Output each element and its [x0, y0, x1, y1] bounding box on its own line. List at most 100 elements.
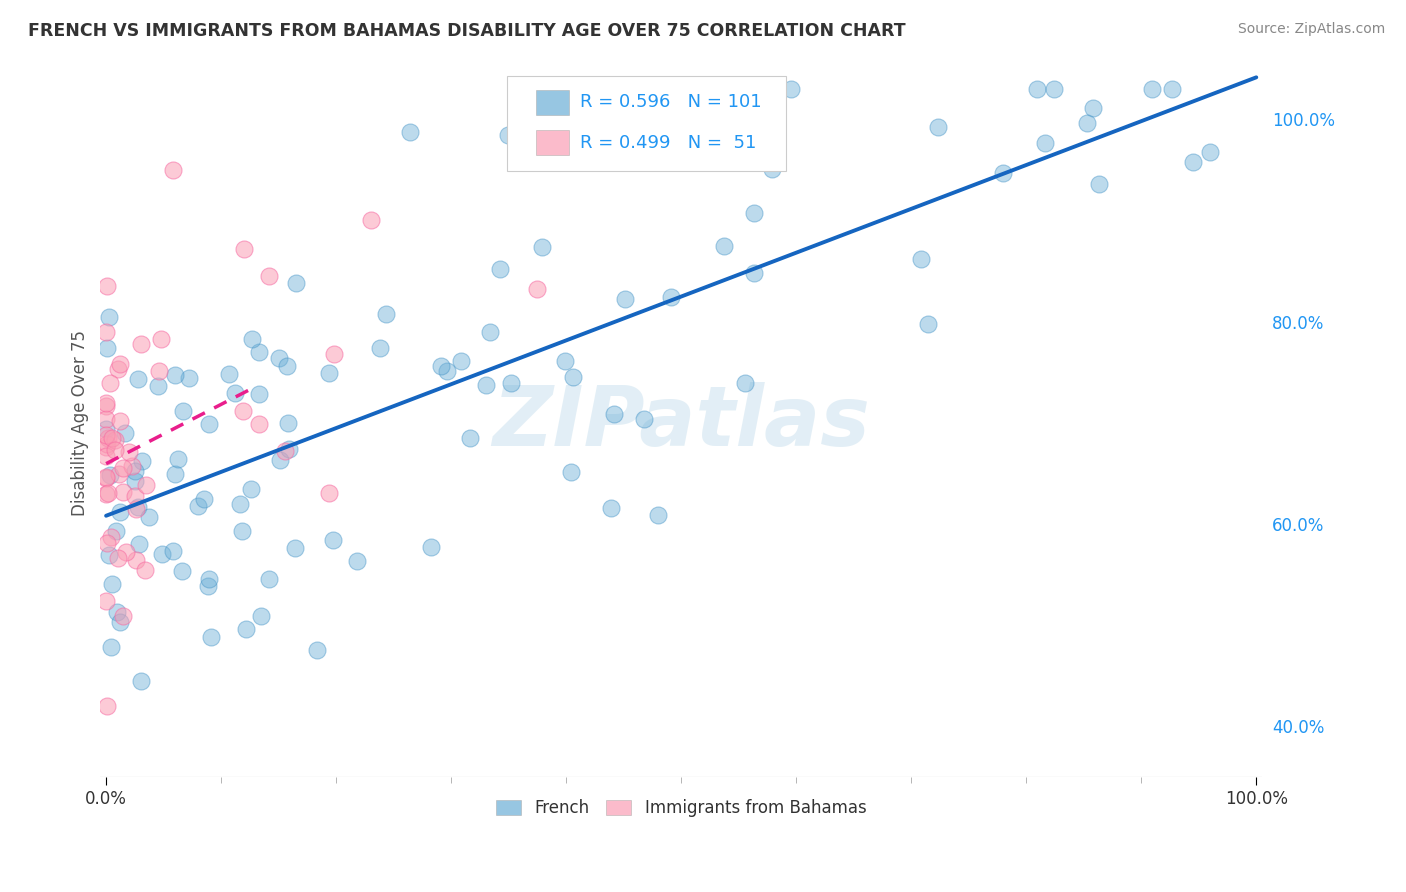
- Legend: French, Immigrants from Bahamas: French, Immigrants from Bahamas: [488, 790, 875, 825]
- Point: [97, 431, 120, 445]
- Point: [148, 379, 170, 393]
- Point: [162, 544, 184, 558]
- Point: [124, 475, 146, 489]
- Point: [108, 414, 131, 428]
- Point: [172, 564, 194, 578]
- Point: [112, 485, 135, 500]
- Point: [108, 505, 131, 519]
- Text: ZIPatlas: ZIPatlas: [492, 382, 870, 463]
- Point: [98, 376, 121, 390]
- Point: [232, 404, 254, 418]
- Point: [124, 489, 146, 503]
- Point: [647, 508, 669, 522]
- Point: [420, 540, 443, 554]
- Point: [96, 436, 118, 450]
- Point: [104, 443, 127, 458]
- Point: [713, 239, 735, 253]
- Point: [125, 552, 148, 566]
- Point: [742, 266, 765, 280]
- Point: [780, 82, 803, 96]
- Point: [134, 563, 156, 577]
- Point: [94, 470, 117, 484]
- Point: [101, 431, 124, 445]
- Point: [127, 500, 149, 514]
- Point: [165, 368, 187, 383]
- Point: [96, 440, 118, 454]
- Point: [150, 332, 173, 346]
- Point: [429, 359, 451, 373]
- Point: [1043, 82, 1066, 96]
- Point: [257, 572, 280, 586]
- Point: [94, 449, 117, 463]
- Point: [1199, 145, 1222, 160]
- Point: [488, 262, 510, 277]
- Point: [127, 371, 149, 385]
- Point: [927, 120, 949, 135]
- Point: [318, 486, 340, 500]
- Point: [240, 483, 263, 497]
- Point: [322, 533, 344, 547]
- Point: [603, 407, 626, 421]
- Point: [108, 615, 131, 629]
- Point: [269, 453, 291, 467]
- Point: [129, 674, 152, 689]
- Point: [1025, 82, 1047, 96]
- Point: [284, 541, 307, 555]
- Point: [187, 500, 209, 514]
- Point: [172, 404, 194, 418]
- Point: [135, 477, 157, 491]
- Point: [94, 325, 117, 339]
- Point: [450, 353, 472, 368]
- Point: [910, 252, 932, 267]
- Point: [128, 537, 150, 551]
- Point: [560, 466, 582, 480]
- Point: [917, 317, 939, 331]
- Point: [267, 351, 290, 365]
- Point: [277, 442, 299, 456]
- Text: R = 0.596   N = 101: R = 0.596 N = 101: [581, 93, 762, 111]
- Point: [97, 548, 120, 562]
- Point: [96, 593, 118, 607]
- Point: [100, 640, 122, 655]
- Point: [224, 385, 246, 400]
- Point: [125, 502, 148, 516]
- Point: [633, 411, 655, 425]
- Point: [114, 426, 136, 441]
- Point: [318, 367, 340, 381]
- Point: [96, 341, 118, 355]
- Point: [108, 467, 131, 481]
- Y-axis label: Disability Age Over 75: Disability Age Over 75: [72, 330, 89, 516]
- Point: [322, 347, 344, 361]
- Point: [104, 433, 127, 447]
- Point: [100, 530, 122, 544]
- Point: [235, 622, 257, 636]
- Point: [285, 276, 308, 290]
- Point: [734, 376, 756, 390]
- Point: [179, 370, 201, 384]
- Point: [148, 364, 170, 378]
- Point: [98, 310, 121, 324]
- Point: [240, 332, 263, 346]
- Point: [124, 464, 146, 478]
- Point: [613, 292, 636, 306]
- Point: [218, 367, 240, 381]
- Point: [526, 282, 548, 296]
- Point: [118, 445, 141, 459]
- Point: [100, 577, 122, 591]
- Point: [129, 336, 152, 351]
- Point: [96, 699, 118, 714]
- Point: [360, 213, 382, 227]
- Point: [346, 554, 368, 568]
- Point: [561, 370, 583, 384]
- Point: [475, 377, 498, 392]
- Point: [277, 416, 299, 430]
- Point: [1140, 82, 1163, 96]
- Point: [193, 492, 215, 507]
- Point: [198, 417, 221, 431]
- Point: [200, 630, 222, 644]
- Point: [247, 417, 270, 432]
- Point: [991, 166, 1014, 180]
- Point: [94, 399, 117, 413]
- Point: [1181, 154, 1204, 169]
- Point: [554, 354, 576, 368]
